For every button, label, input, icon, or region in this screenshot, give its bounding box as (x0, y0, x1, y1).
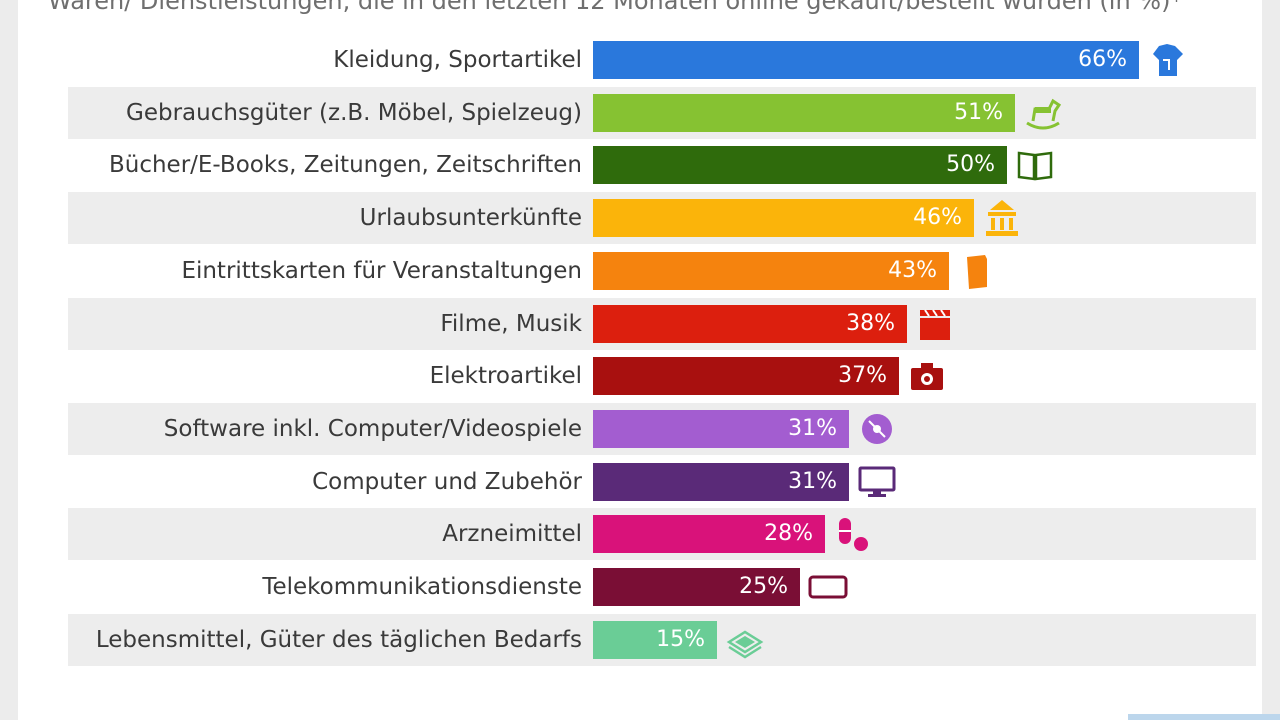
value-label: 66% (1078, 47, 1127, 72)
house-icon (982, 198, 1022, 238)
value-label: 37% (838, 363, 887, 388)
bar (593, 199, 974, 237)
bar (593, 410, 849, 448)
ticket-icon (957, 251, 997, 291)
disc-icon (857, 409, 897, 449)
value-label: 51% (954, 100, 1003, 125)
category-label: Software inkl. Computer/Videospiele (163, 416, 582, 442)
bar (593, 357, 899, 395)
value-label: 50% (946, 152, 995, 177)
clapperboard-icon (915, 304, 955, 344)
category-label: Bücher/E-Books, Zeitungen, Zeitschriften (108, 152, 582, 178)
chart-card: Waren/ Dienstleistungen, die in den letz… (18, 0, 1280, 720)
camera-icon (907, 356, 947, 396)
bar (593, 252, 949, 290)
bar (593, 568, 800, 606)
value-label: 43% (888, 258, 937, 283)
bar (593, 305, 907, 343)
bar (593, 621, 717, 659)
category-label: Telekommunikationsdienste (262, 574, 582, 600)
monitor-icon (857, 462, 897, 502)
bar (593, 463, 849, 501)
book-icon (1015, 145, 1055, 185)
category-label: Gebrauchsgüter (z.B. Möbel, Spielzeug) (126, 100, 582, 126)
category-label: Urlaubsunterkünfte (359, 205, 582, 231)
value-label: 25% (739, 574, 788, 599)
phone-icon (808, 567, 848, 607)
pills-icon (833, 514, 873, 554)
bottom-strip (1128, 714, 1280, 720)
value-label: 15% (656, 627, 705, 652)
category-label: Kleidung, Sportartikel (333, 47, 582, 73)
value-label: 46% (913, 205, 962, 230)
category-label: Arzneimittel (442, 521, 582, 547)
bar (593, 41, 1139, 79)
value-label: 31% (788, 469, 837, 494)
category-label: Computer und Zubehör (312, 469, 582, 495)
grocery-icon (725, 620, 765, 660)
value-label: 31% (788, 416, 837, 441)
category-label: Filme, Musik (440, 311, 582, 337)
value-label: 28% (764, 521, 813, 546)
rocking-horse-icon (1023, 93, 1063, 133)
chart-subtitle: Waren/ Dienstleistungen, die in den letz… (48, 0, 1183, 15)
value-label: 38% (846, 311, 895, 336)
category-label: Eintrittskarten für Veranstaltungen (181, 258, 582, 284)
shirt-icon (1147, 40, 1187, 80)
bar (593, 146, 1007, 184)
category-label: Lebensmittel, Güter des täglichen Bedarf… (95, 627, 582, 653)
category-label: Elektroartikel (429, 363, 582, 389)
bar (593, 515, 825, 553)
bar (593, 94, 1015, 132)
